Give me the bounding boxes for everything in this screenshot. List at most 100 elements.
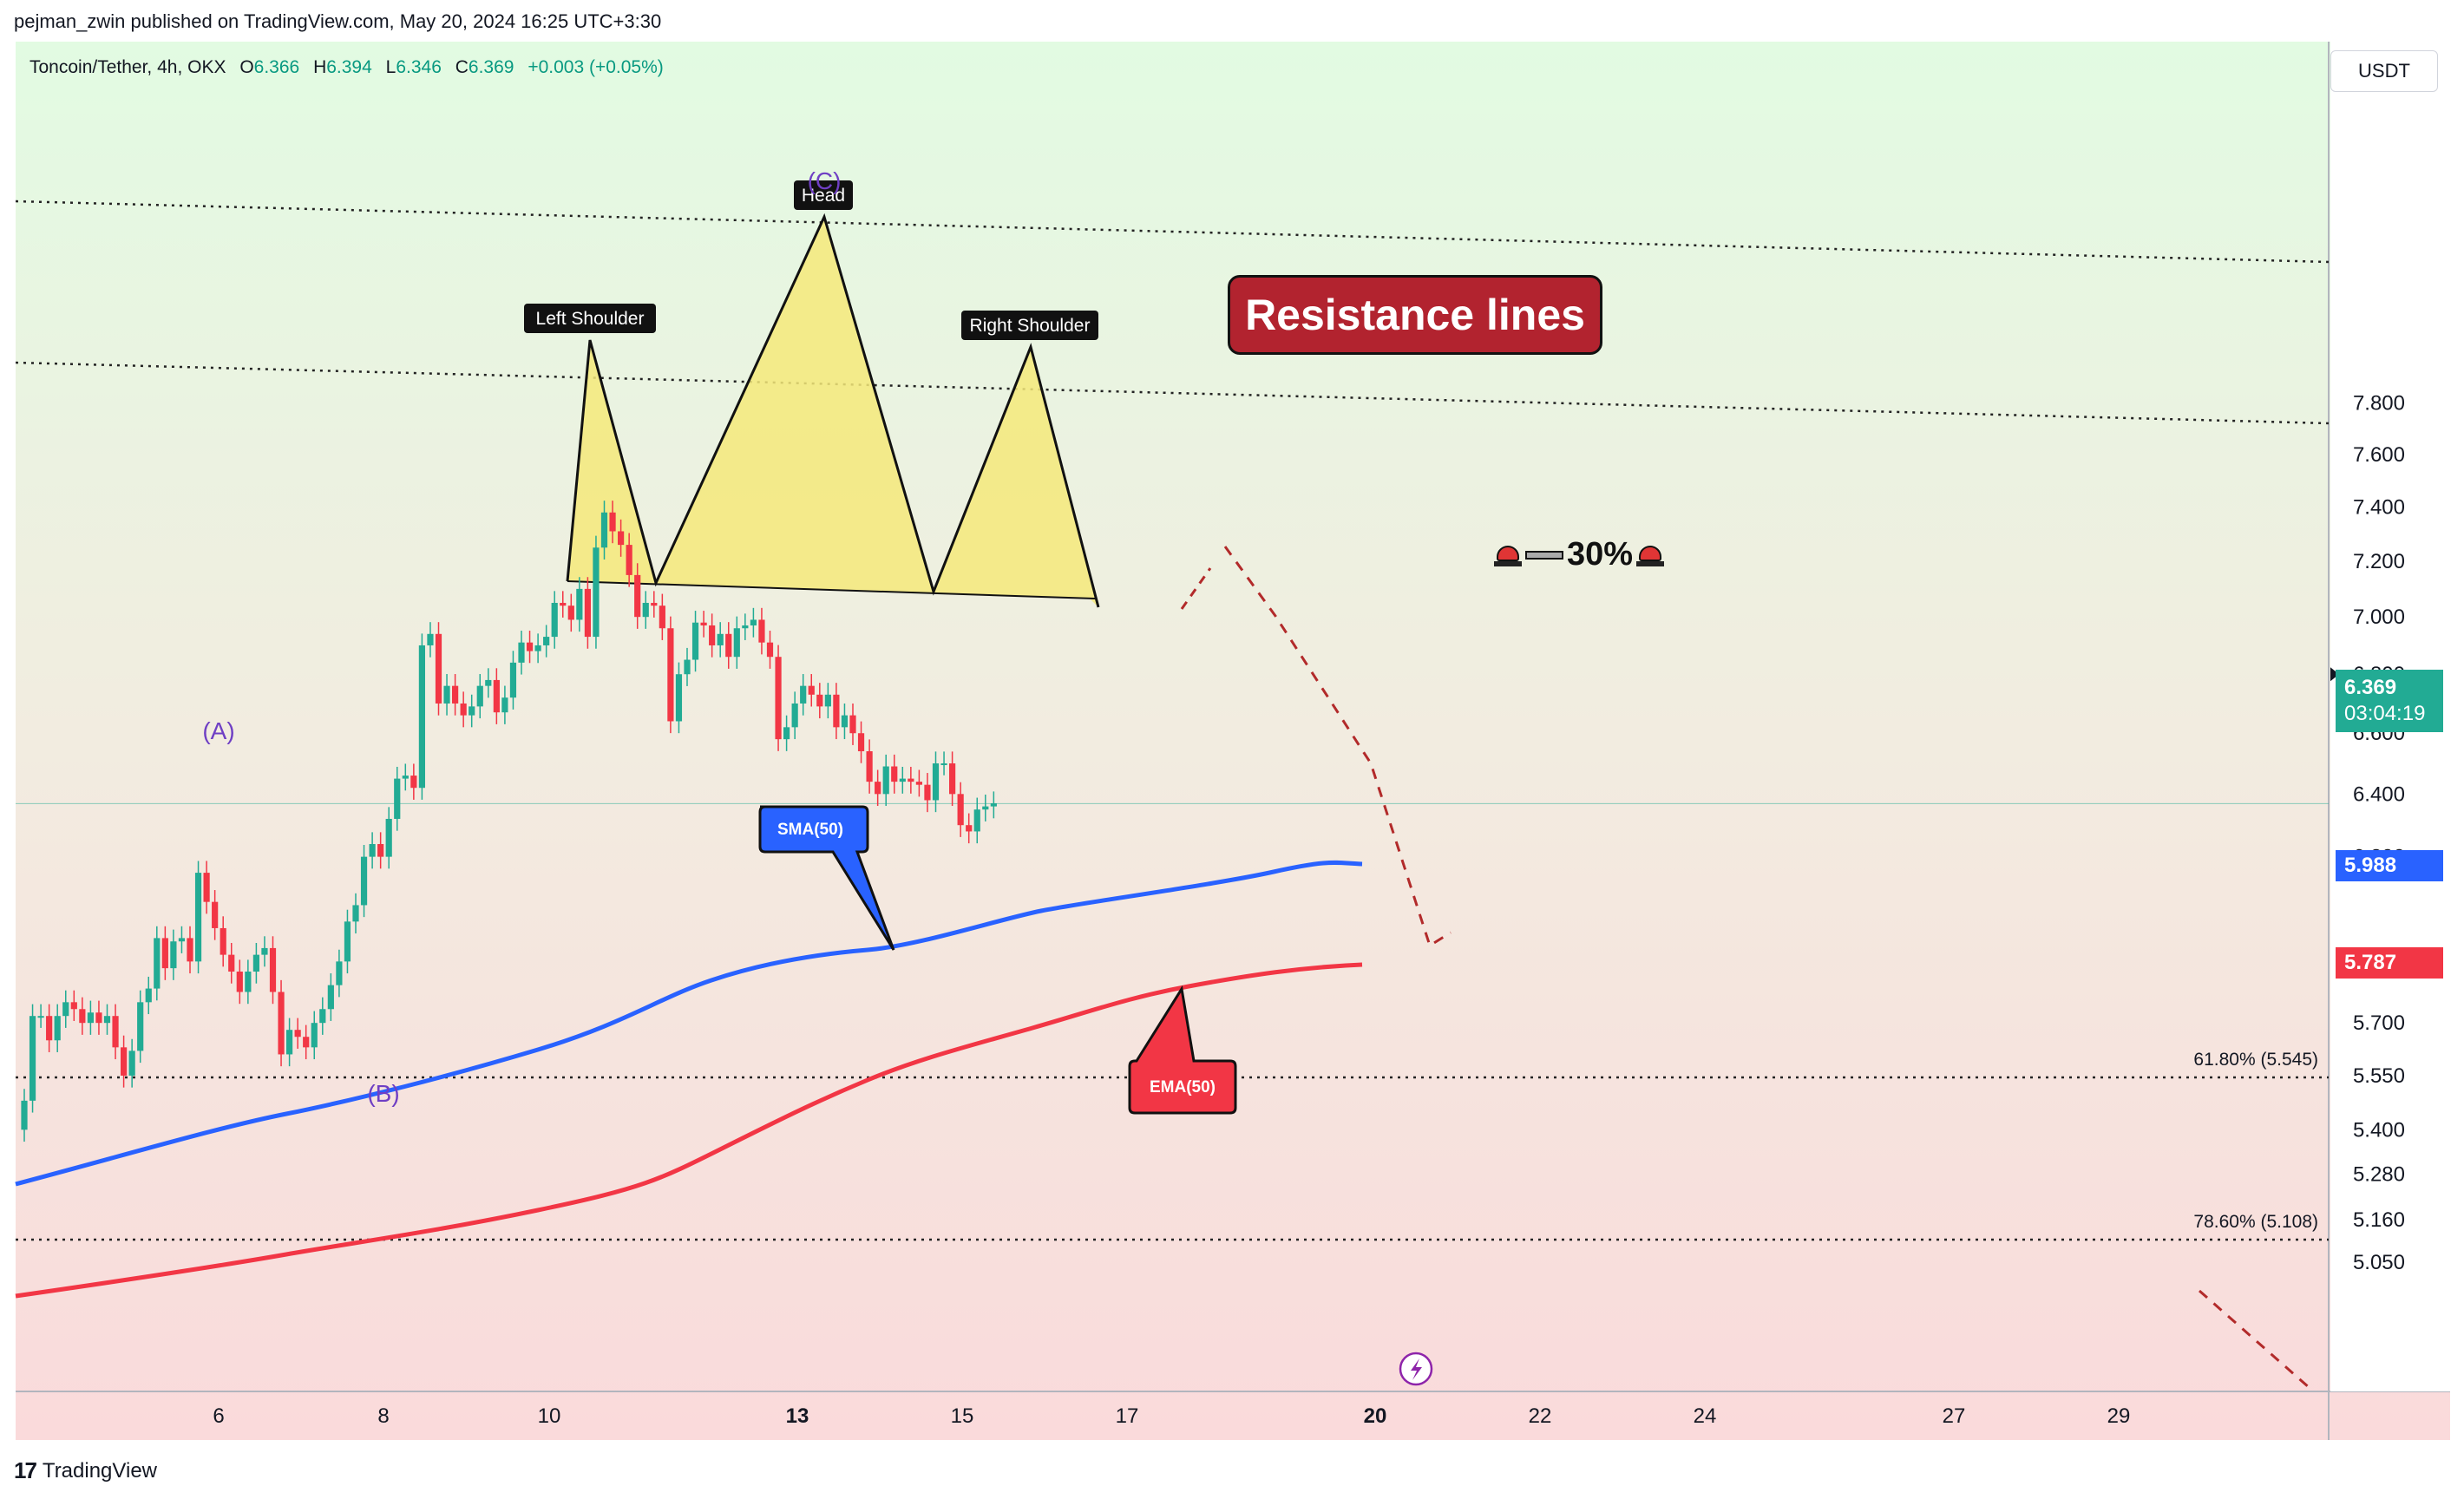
price-chart[interactable]: Left Shoulder Head Right Shoulder (A) (B) (C)… bbox=[0, 0, 2464, 1457]
candle-body bbox=[700, 622, 707, 625]
close-label: C bbox=[455, 57, 469, 77]
candle-body bbox=[560, 602, 567, 606]
dash-icon bbox=[1525, 550, 1563, 560]
x-tick-label: 20 bbox=[1364, 1404, 1387, 1428]
projection-path bbox=[1223, 546, 1452, 948]
candle-body bbox=[526, 642, 534, 651]
candle-body bbox=[783, 727, 790, 740]
candle-body bbox=[543, 637, 550, 645]
candle-body bbox=[452, 685, 459, 704]
tradingview-logo[interactable]: 17 TradingView bbox=[14, 1457, 157, 1484]
candle-body bbox=[518, 642, 525, 663]
candle-body bbox=[990, 803, 997, 807]
open-label: O bbox=[239, 57, 254, 77]
candle-body bbox=[750, 619, 757, 625]
candle-body bbox=[973, 809, 980, 832]
lightning-bolt-icon bbox=[1411, 1358, 1422, 1380]
candle-body bbox=[882, 766, 889, 795]
candle-body bbox=[857, 733, 865, 752]
fib-786-label: 78.60% (5.108) bbox=[2193, 1212, 2318, 1232]
candle-body bbox=[891, 766, 898, 782]
candle-body bbox=[642, 602, 649, 618]
candle-body bbox=[940, 763, 947, 766]
symbol-ohlc-legend[interactable]: Toncoin/Tether, 4h, OKX O6.366 H6.394 L6… bbox=[29, 57, 664, 78]
right-shoulder-label-bg bbox=[961, 311, 1098, 340]
low-value: 6.346 bbox=[396, 57, 442, 77]
y-tick-label: 5.280 bbox=[2353, 1163, 2405, 1187]
candle-body bbox=[584, 588, 591, 638]
candle-body bbox=[161, 938, 168, 969]
chart-background bbox=[16, 42, 2450, 1440]
candle-body bbox=[609, 512, 616, 532]
x-tick-label: 17 bbox=[1116, 1404, 1139, 1428]
candle-body bbox=[593, 547, 600, 638]
candle-body bbox=[766, 642, 774, 658]
fib-618-label: 61.80% (5.545) bbox=[2193, 1050, 2318, 1070]
candle-body bbox=[394, 778, 401, 819]
candle-body bbox=[684, 659, 691, 675]
right-shoulder-label: Right Shoulder bbox=[970, 316, 1091, 336]
candle-body bbox=[46, 1016, 53, 1041]
y-tick-label: 5.700 bbox=[2353, 1011, 2405, 1035]
candle-body bbox=[220, 927, 226, 955]
candle-body bbox=[87, 1012, 94, 1024]
x-tick-label: 13 bbox=[786, 1404, 809, 1428]
candle-body bbox=[443, 685, 450, 704]
candle-body bbox=[70, 1002, 77, 1010]
candle-body bbox=[824, 694, 831, 707]
candle-body bbox=[725, 633, 732, 658]
candle-body bbox=[808, 685, 815, 695]
x-tick-label: 10 bbox=[538, 1404, 561, 1428]
y-tick-label: 5.400 bbox=[2353, 1118, 2405, 1142]
siren-icon bbox=[1494, 544, 1522, 566]
candle-body bbox=[319, 1009, 326, 1024]
y-tick-label: 6.400 bbox=[2353, 782, 2405, 806]
candle-body bbox=[634, 574, 641, 618]
percent-drop-note: 30% bbox=[1494, 536, 1665, 573]
candle-body bbox=[915, 782, 922, 785]
candle-body bbox=[252, 954, 259, 972]
tradingview-mark-icon: 17 bbox=[14, 1457, 37, 1483]
percent-text: 30% bbox=[1567, 536, 1634, 573]
candle-body bbox=[360, 856, 368, 906]
candle-body bbox=[418, 645, 425, 789]
candle-body bbox=[21, 1100, 28, 1130]
y-tick-label: 7.000 bbox=[2353, 605, 2405, 629]
projection-path bbox=[2199, 1289, 2310, 1390]
candle-body bbox=[800, 685, 807, 704]
candle-body bbox=[377, 843, 384, 857]
candle-body bbox=[245, 972, 252, 992]
x-tick-label: 6 bbox=[213, 1404, 224, 1428]
sma-price-tag: 5.988 bbox=[2336, 850, 2443, 881]
candle-body bbox=[675, 674, 683, 722]
currency-button[interactable]: USDT bbox=[2330, 50, 2438, 92]
left-shoulder-label: Left Shoulder bbox=[536, 309, 645, 329]
candle-body bbox=[327, 985, 334, 1010]
candle-body bbox=[460, 703, 467, 716]
resistance-line bbox=[15, 361, 2330, 425]
candle-body bbox=[957, 794, 964, 826]
candle-body bbox=[924, 784, 931, 801]
candle-body bbox=[932, 763, 940, 801]
x-tick-label: 22 bbox=[1529, 1404, 1552, 1428]
candle-body bbox=[501, 697, 508, 713]
candle-body bbox=[427, 633, 434, 645]
candle-body bbox=[733, 628, 740, 658]
sma50-line bbox=[15, 860, 1363, 1187]
candle-body bbox=[145, 988, 152, 1003]
candle-body bbox=[336, 961, 343, 985]
crosshair-marker-icon bbox=[2330, 667, 2339, 682]
y-tick-label: 5.550 bbox=[2353, 1064, 2405, 1088]
candle-body bbox=[534, 645, 541, 651]
sma-callout-label: SMA(50) bbox=[777, 821, 843, 839]
candle-body bbox=[717, 633, 724, 645]
candle-body bbox=[758, 619, 765, 643]
symbol-name[interactable]: Toncoin/Tether, 4h, OKX bbox=[29, 57, 226, 77]
candle-body bbox=[170, 941, 177, 969]
y-tick-label: 5.050 bbox=[2353, 1251, 2405, 1274]
publisher-line: pejman_zwin published on TradingView.com… bbox=[14, 10, 662, 32]
candle-body bbox=[410, 776, 417, 789]
candle-body bbox=[476, 685, 483, 707]
candle-body bbox=[875, 782, 881, 795]
last-price-value: 6.369 bbox=[2344, 676, 2397, 699]
